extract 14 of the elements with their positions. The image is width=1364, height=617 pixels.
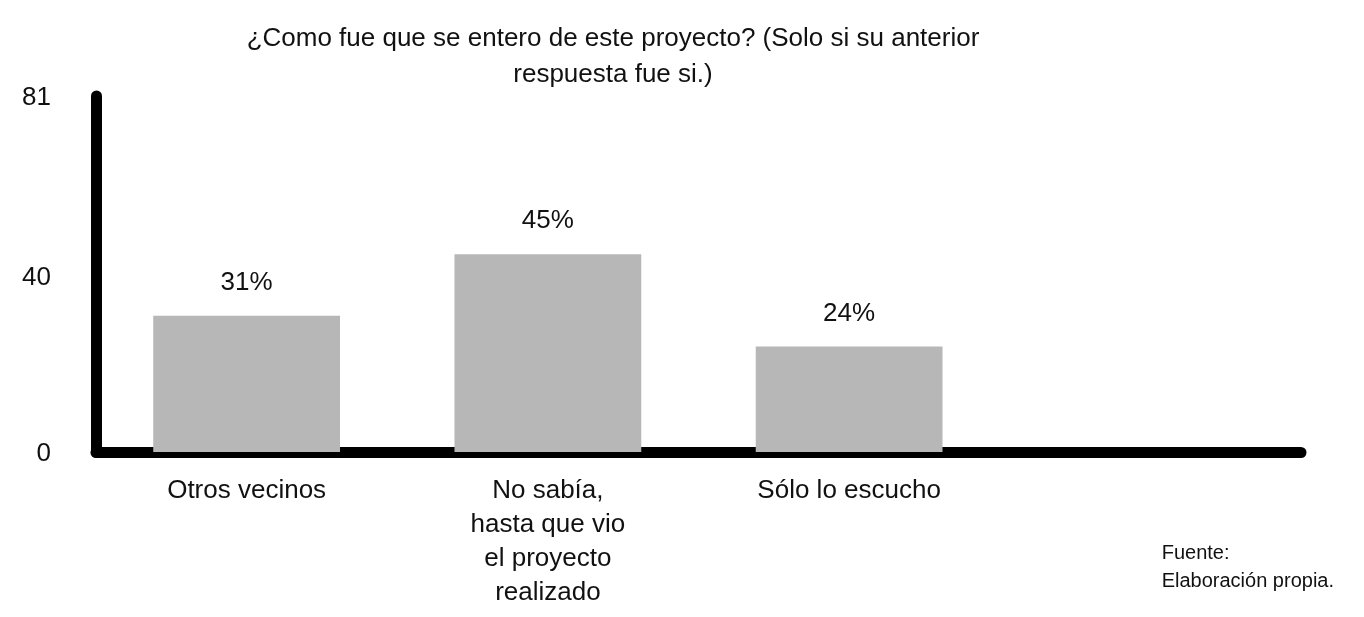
y-tick-label: 81	[22, 81, 51, 111]
chart-title: ¿Como fue que se entero de este proyecto? (Solo si su anterior respuesta fue si.)	[246, 22, 980, 88]
y-tick-label: 0	[36, 437, 51, 467]
y-tick-label: 40	[22, 261, 51, 292]
x-tick-label: Sólo lo escucho	[757, 474, 941, 504]
data-label: 31%	[220, 265, 273, 296]
bar	[153, 315, 341, 452]
bar	[454, 254, 642, 452]
x-tick-label: No sabía, hasta que vio el proyecto realizado	[470, 474, 626, 606]
data-label: 24%	[823, 296, 876, 327]
bar	[755, 346, 943, 452]
data-label: 45%	[521, 204, 574, 235]
source-note: Fuente: Elaboración propia.	[1161, 541, 1335, 591]
x-tick-label: Otros vecinos	[167, 474, 327, 504]
